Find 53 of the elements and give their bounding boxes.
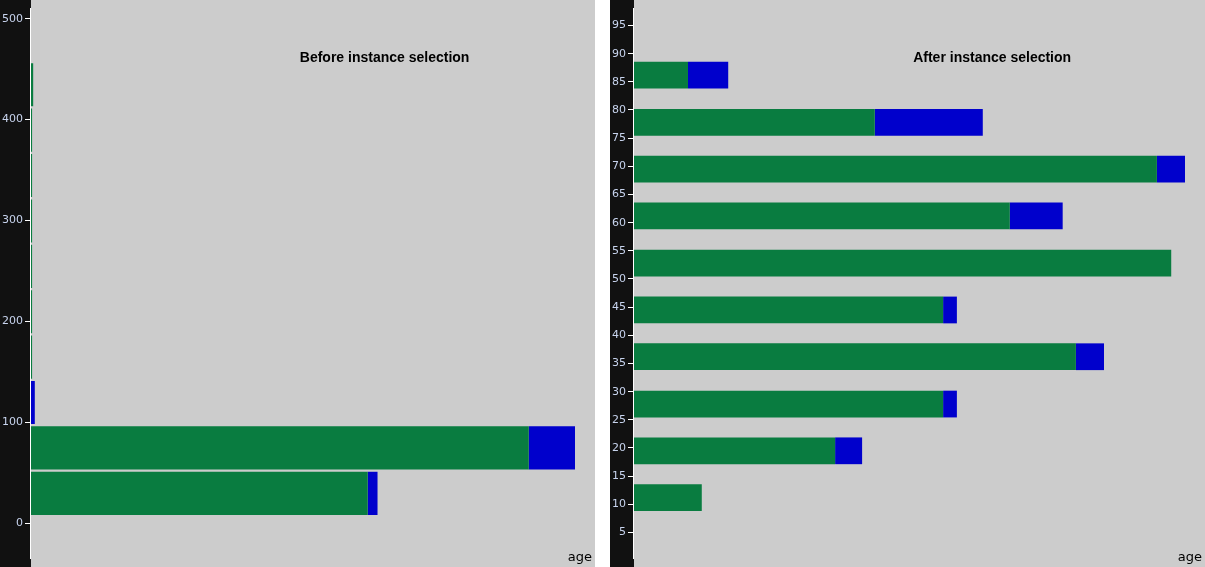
y-tick-label: 35: [612, 356, 626, 370]
x-axis-title: age: [567, 548, 592, 564]
y-tick-label: 45: [612, 300, 626, 314]
y-tick-label: 25: [612, 412, 626, 426]
bar: [634, 249, 1172, 277]
y-tick-label: 40: [612, 328, 626, 342]
x-axis-title: age: [1177, 548, 1202, 564]
text: After instance selection: [913, 48, 1072, 65]
y-tick-label: 20: [612, 440, 626, 454]
y-tick-label: 200: [2, 314, 23, 328]
bar: [634, 202, 1010, 230]
y-tick-label: 30: [612, 384, 626, 398]
bar: [528, 426, 575, 470]
y-tick-label: 0: [16, 515, 23, 529]
y-tick-label: 80: [612, 102, 626, 116]
bar: [634, 484, 702, 511]
bar: [1075, 343, 1104, 371]
bar: [634, 155, 1157, 183]
bar: [634, 343, 1076, 371]
bar: [1156, 155, 1185, 183]
bar: [943, 296, 957, 324]
y-tick-label: 50: [612, 271, 626, 285]
bar: [1009, 202, 1063, 230]
y-tick-label: 90: [612, 46, 626, 60]
bar: [31, 471, 368, 515]
y-tick-label: 100: [2, 415, 23, 429]
y-tick-label: 85: [612, 74, 626, 88]
bar: [634, 109, 875, 136]
y-tick-label: 500: [2, 11, 23, 25]
y-tick-label: 60: [612, 215, 626, 229]
y-tick-label: 5: [619, 525, 626, 539]
bar: [31, 63, 34, 107]
bar: [634, 61, 688, 89]
y-tick-label: 65: [612, 187, 626, 201]
y-tick-label: 300: [2, 213, 23, 227]
y-tick-label: 10: [612, 497, 626, 511]
y-tick-label: 15: [612, 469, 626, 483]
bar: [943, 390, 957, 418]
y-tick-label: 400: [2, 112, 23, 126]
y-tick-label: 70: [612, 159, 626, 173]
bar: [634, 296, 944, 324]
bar: [31, 426, 529, 470]
y-tick-label: 95: [612, 18, 626, 32]
bar: [634, 437, 836, 465]
y-tick-label: 75: [612, 131, 626, 145]
text: Before instance selection: [299, 48, 470, 65]
bar: [31, 380, 35, 425]
bar: [367, 471, 378, 515]
y-tick-label: 55: [612, 243, 626, 257]
bar: [874, 109, 983, 136]
bar: [688, 61, 729, 89]
bar: [634, 390, 944, 418]
bar: [835, 437, 863, 465]
